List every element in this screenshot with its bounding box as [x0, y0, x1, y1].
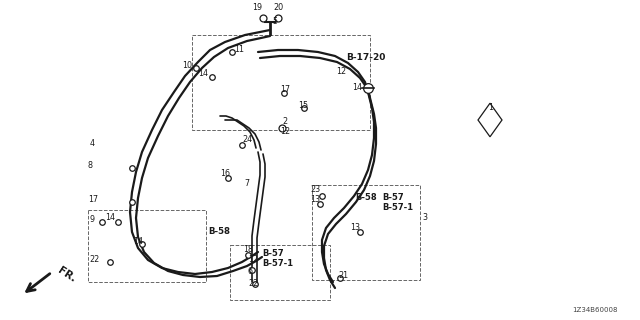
Text: B-58: B-58	[208, 228, 230, 236]
Text: 16: 16	[220, 169, 230, 178]
Text: 20: 20	[273, 3, 283, 12]
Text: B-57-1: B-57-1	[262, 260, 293, 268]
Text: FR.: FR.	[56, 266, 77, 284]
Text: B-57-1: B-57-1	[382, 204, 413, 212]
Text: 8: 8	[88, 162, 93, 171]
Text: 12: 12	[280, 127, 290, 137]
Text: 22: 22	[248, 278, 259, 287]
Text: 2: 2	[282, 117, 287, 126]
Text: B-17-20: B-17-20	[346, 53, 385, 62]
Text: B-58: B-58	[355, 194, 376, 203]
Text: 1: 1	[488, 103, 493, 113]
Text: B-57: B-57	[382, 194, 404, 203]
Text: 13: 13	[350, 223, 360, 233]
Text: 14: 14	[105, 213, 115, 222]
Text: 15: 15	[298, 101, 308, 110]
Text: 9: 9	[89, 215, 94, 225]
Text: 11: 11	[234, 44, 244, 53]
Text: 1Z34B60008: 1Z34B60008	[573, 307, 618, 313]
Text: 17: 17	[280, 85, 290, 94]
Text: 17: 17	[88, 196, 98, 204]
Text: 3: 3	[422, 213, 427, 222]
Text: 12: 12	[248, 255, 258, 265]
Text: B-57: B-57	[262, 250, 284, 259]
Text: 14: 14	[198, 68, 208, 77]
Bar	[192, 35, 370, 130]
Text: 18: 18	[243, 245, 253, 254]
Text: 14: 14	[352, 83, 362, 92]
Text: 4: 4	[90, 139, 95, 148]
Text: 14: 14	[133, 237, 143, 246]
Text: 6: 6	[248, 268, 253, 276]
Text: 7: 7	[244, 179, 249, 188]
Text: 24: 24	[242, 135, 252, 145]
Bar	[88, 210, 206, 282]
Bar	[312, 185, 420, 280]
Text: 10: 10	[182, 60, 192, 69]
Bar	[230, 245, 330, 300]
Text: 22: 22	[89, 255, 99, 265]
Text: 23: 23	[310, 186, 320, 195]
Text: 12: 12	[336, 68, 346, 76]
Text: 13: 13	[310, 196, 320, 204]
Text: 21: 21	[338, 270, 348, 279]
Text: 19: 19	[252, 3, 262, 12]
Text: 5: 5	[272, 17, 277, 26]
